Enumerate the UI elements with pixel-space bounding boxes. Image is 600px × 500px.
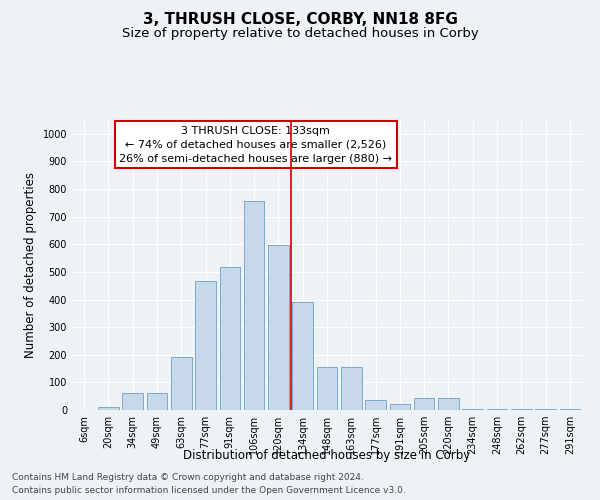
Bar (220, 268, 240, 410)
Bar (438, 398, 459, 410)
Bar (98, 406, 119, 410)
Bar (146, 393, 167, 410)
Text: 3, THRUSH CLOSE, CORBY, NN18 8FG: 3, THRUSH CLOSE, CORBY, NN18 8FG (143, 12, 457, 28)
Bar (560, 408, 580, 410)
Bar (414, 398, 434, 410)
Bar (122, 393, 143, 410)
Bar (341, 367, 362, 410)
Bar (244, 201, 265, 410)
Bar (268, 245, 289, 410)
Y-axis label: Number of detached properties: Number of detached properties (24, 172, 37, 358)
Bar (292, 302, 313, 410)
Bar (195, 280, 216, 410)
Bar (317, 367, 337, 410)
Bar (171, 356, 191, 410)
Text: Contains public sector information licensed under the Open Government Licence v3: Contains public sector information licen… (12, 486, 406, 495)
Bar (389, 404, 410, 410)
Bar (463, 408, 483, 410)
Bar (365, 400, 386, 410)
Text: Contains HM Land Registry data © Crown copyright and database right 2024.: Contains HM Land Registry data © Crown c… (12, 474, 364, 482)
Text: Size of property relative to detached houses in Corby: Size of property relative to detached ho… (122, 28, 478, 40)
Text: Distribution of detached houses by size in Corby: Distribution of detached houses by size … (184, 448, 470, 462)
Text: 3 THRUSH CLOSE: 133sqm
← 74% of detached houses are smaller (2,526)
26% of semi-: 3 THRUSH CLOSE: 133sqm ← 74% of detached… (119, 126, 392, 164)
